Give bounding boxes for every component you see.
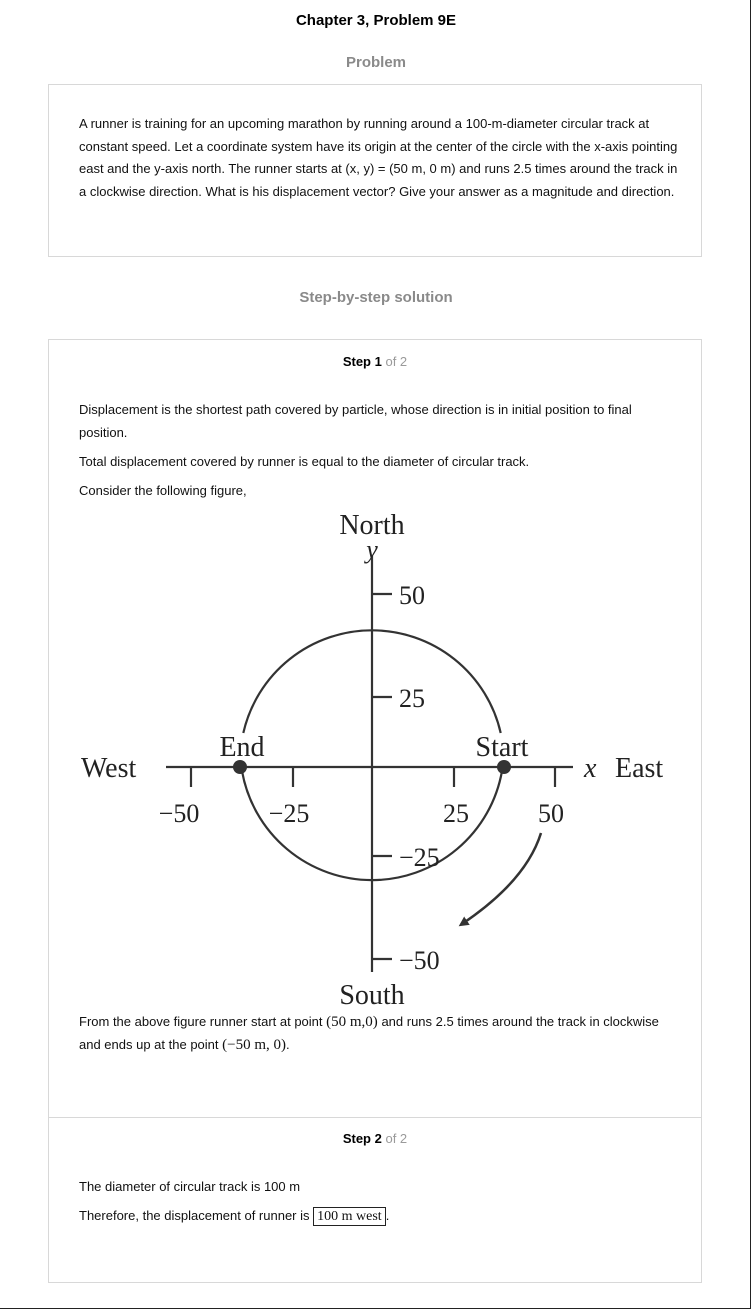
south-label: South [339, 980, 404, 1010]
step-1-paragraph-4: From the above figure runner start at po… [79, 1011, 679, 1056]
start-point-math: (50 m,0) [326, 1014, 378, 1030]
step-1-label: Step 1 [342, 354, 382, 369]
start-point-marker [497, 760, 511, 774]
clockwise-arrow-icon [458, 832, 543, 927]
step-1-paragraph-2: Total displacement covered by runner is … [79, 454, 530, 469]
end-point-marker [233, 760, 247, 774]
step-2-count: of 2 [385, 1131, 408, 1146]
step-2-paragraph-2-text: Therefore, the displacement of runner is [79, 1208, 310, 1223]
step-2-paragraph-2-end: . [385, 1208, 390, 1223]
north-label: North [339, 510, 404, 541]
end-point-math: (−50 m, 0) [222, 1036, 287, 1053]
y-axis-label: y [363, 535, 378, 564]
step-1-paragraph-4-part-a: From the above figure runner start at po… [79, 1014, 323, 1029]
start-label: Start [476, 732, 529, 763]
final-answer-box: 100 m west [313, 1207, 386, 1226]
y-tick-label: 50 [399, 581, 425, 610]
x-tick-label: −50 [159, 799, 200, 828]
solution-box: Step 1 of 2 Displacement is the shortest… [48, 339, 702, 1283]
west-label: West [81, 753, 137, 784]
y-tick-label: 25 [399, 684, 425, 713]
solution-heading: Step-by-step solution [299, 289, 453, 306]
page-title: Chapter 3, Problem 9E [295, 12, 457, 29]
east-label: East [615, 753, 663, 784]
x-tick-label: 25 [443, 799, 469, 828]
step-1-title: Step 1 of 2 [49, 354, 701, 369]
step-2-paragraph-2: Therefore, the displacement of runner is… [79, 1205, 679, 1228]
problem-text: A runner is training for an upcoming mar… [79, 116, 678, 199]
step-1-paragraph-4-end: . [286, 1036, 290, 1052]
step-1-paragraph-1: Displacement is the shortest path covere… [79, 402, 632, 440]
x-tick-label: −25 [269, 799, 310, 828]
step-1-paragraph-3: Consider the following figure, [79, 483, 247, 498]
x-tick-label: 50 [538, 799, 564, 828]
y-tick-label: −25 [399, 843, 440, 872]
step-2-paragraph-1: The diameter of circular track is 100 m [79, 1179, 301, 1194]
step-2-label: Step 2 [342, 1131, 382, 1146]
step-2-title: Step 2 of 2 [49, 1131, 701, 1146]
x-axis-label: x [583, 753, 597, 784]
circular-track-figure: North y South West x East End Start −50 … [81, 510, 663, 1010]
problem-box: A runner is training for an upcoming mar… [48, 84, 702, 257]
step-1-count: of 2 [385, 354, 408, 369]
end-label: End [219, 732, 264, 763]
step-divider [49, 1117, 701, 1118]
step-1-paragraph-4-part-b: and runs 2.5 times around the track in c… [79, 1014, 659, 1052]
problem-heading: Problem [345, 54, 406, 71]
y-tick-label: −50 [399, 946, 440, 975]
